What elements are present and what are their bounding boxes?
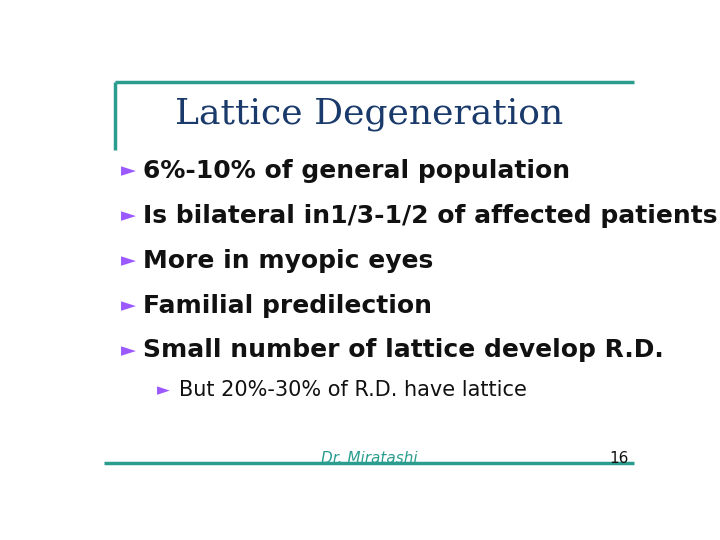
Text: Small number of lattice develop R.D.: Small number of lattice develop R.D. bbox=[143, 339, 664, 362]
Text: ►: ► bbox=[121, 206, 135, 225]
Text: 6%-10% of general population: 6%-10% of general population bbox=[143, 159, 570, 183]
Text: ►: ► bbox=[121, 296, 135, 315]
Text: 16: 16 bbox=[609, 451, 629, 467]
Text: More in myopic eyes: More in myopic eyes bbox=[143, 248, 433, 273]
Text: ►: ► bbox=[121, 341, 135, 360]
Text: Familial predilection: Familial predilection bbox=[143, 294, 432, 318]
Text: But 20%-30% of R.D. have lattice: But 20%-30% of R.D. have lattice bbox=[179, 380, 527, 400]
Text: Is bilateral in1/3-1/2 of affected patients: Is bilateral in1/3-1/2 of affected patie… bbox=[143, 204, 718, 228]
Text: ►: ► bbox=[157, 381, 170, 399]
Text: Dr. Miratashi: Dr. Miratashi bbox=[320, 451, 418, 467]
Text: ►: ► bbox=[121, 161, 135, 180]
Text: ►: ► bbox=[121, 251, 135, 270]
Text: Lattice Degeneration: Lattice Degeneration bbox=[175, 97, 563, 131]
